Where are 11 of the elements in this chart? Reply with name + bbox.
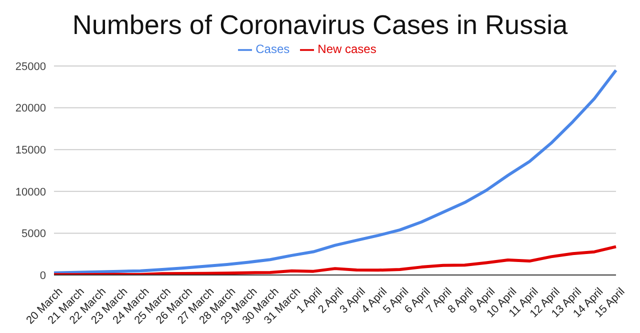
y-tick-label: 15000 [15,144,46,157]
y-tick-label: 5000 [22,228,46,240]
y-tick-label: 25000 [15,60,46,73]
chart-title: Numbers of Coronavirus Cases in Russia [71,9,569,42]
y-tick-label: 10000 [15,186,46,198]
y-tick-label: 20000 [15,102,46,115]
line-series [52,68,618,274]
legend-label: Cases [256,42,290,56]
line-series [52,245,618,275]
legend-label: New cases [318,42,376,56]
y-tick-label: 0 [40,270,46,282]
